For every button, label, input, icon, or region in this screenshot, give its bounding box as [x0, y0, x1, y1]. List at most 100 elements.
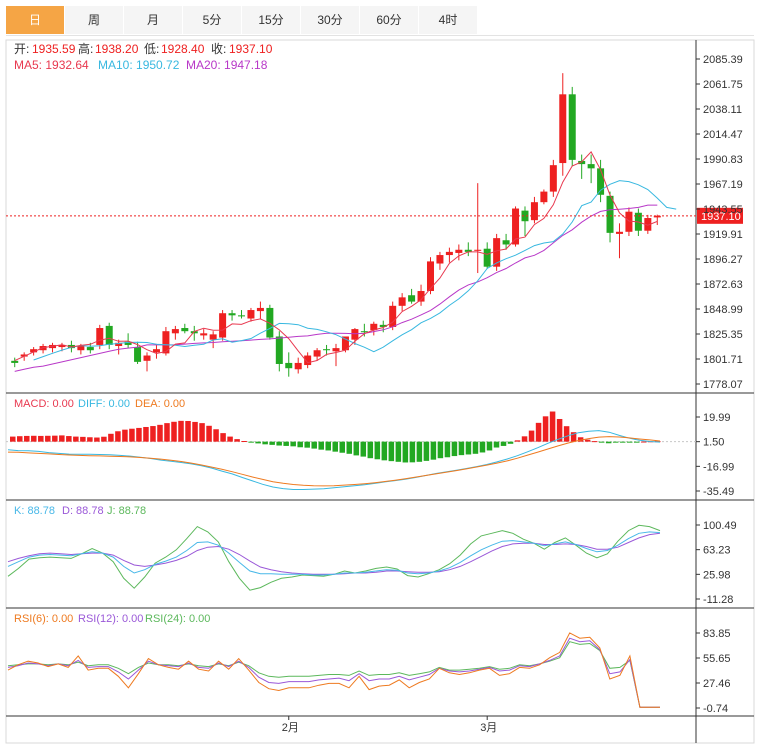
candle-body — [134, 347, 142, 362]
candlestick-panel: 1937.10 — [6, 73, 743, 377]
rsi12-legend: RSI(12): 0.00 — [78, 613, 143, 625]
y-tick-label: 83.85 — [703, 628, 731, 640]
candle-body — [285, 362, 293, 369]
candle-body — [625, 211, 633, 232]
y-tick-label: 63.23 — [703, 545, 731, 557]
tab-month[interactable]: 月 — [124, 6, 183, 34]
macd-bar — [346, 441, 353, 454]
y-tick-label: -0.74 — [703, 703, 728, 715]
dea-line — [7, 436, 661, 487]
ma10-line — [33, 180, 677, 361]
candle-body — [20, 354, 28, 357]
candle-body — [597, 168, 605, 195]
ma10-legend: MA10: 1950.72 — [98, 58, 180, 72]
y-tick-label: 1.50 — [703, 437, 724, 449]
macd-bar — [73, 436, 79, 442]
high-value: 1938.20 — [95, 42, 139, 56]
dea-legend: DEA: 0.00 — [135, 398, 185, 410]
macd-bar — [556, 418, 563, 442]
candle-body — [370, 323, 378, 331]
tab-60min[interactable]: 60分 — [360, 6, 419, 34]
tab-5min[interactable]: 5分 — [183, 6, 242, 34]
macd-bar — [521, 436, 528, 442]
macd-bar — [115, 431, 121, 442]
candle-body — [143, 355, 151, 361]
rsi-panel — [7, 632, 660, 708]
macd-bar — [542, 416, 549, 442]
macd-bar — [584, 439, 591, 442]
open-label: 开: — [14, 42, 29, 56]
candle-body — [209, 334, 217, 340]
macd-bar — [633, 441, 640, 443]
macd-bar — [619, 441, 626, 443]
macd-bar — [220, 433, 226, 442]
macd-bar — [339, 441, 346, 453]
candle-body — [445, 251, 453, 256]
macd-bar — [437, 441, 444, 459]
macd-bar — [535, 422, 542, 442]
tab-30min[interactable]: 30分 — [301, 6, 360, 34]
macd-bar — [332, 441, 339, 452]
y-tick-label: 1919.91 — [703, 229, 743, 241]
macd-bar — [262, 441, 268, 445]
macd-bar — [549, 411, 556, 442]
low-value: 1928.40 — [161, 42, 205, 56]
tab-4hour[interactable]: 4时 — [419, 6, 478, 34]
y-tick-label: 1801.71 — [703, 354, 743, 366]
macd-bar — [45, 435, 51, 442]
ma20-legend: MA20: 1947.18 — [186, 58, 268, 72]
y-tick-label: 1778.07 — [703, 379, 743, 391]
candle-body — [219, 313, 227, 338]
macd-bar — [444, 441, 451, 458]
candle-body — [294, 362, 302, 370]
tab-day[interactable]: 日 — [6, 6, 65, 34]
macd-bar — [514, 440, 521, 442]
candle-body — [86, 347, 94, 351]
candle-body — [615, 231, 623, 234]
y-tick-label: 27.46 — [703, 678, 731, 690]
candle-body — [190, 331, 198, 334]
candle-body — [323, 349, 331, 351]
candle-body — [256, 307, 264, 312]
macd-bar — [241, 440, 247, 442]
macd-bar — [500, 441, 507, 446]
candle-body — [549, 165, 557, 192]
macd-bar — [122, 429, 128, 442]
y-tick-label: 1967.19 — [703, 179, 743, 191]
d-legend: D: 88.78 — [62, 505, 104, 517]
last-price-label: 1937.10 — [701, 211, 741, 223]
y-tick-label: 19.99 — [703, 412, 731, 424]
j-legend: J: 88.78 — [107, 505, 146, 517]
candle-body — [493, 238, 501, 267]
candle-body — [115, 342, 123, 347]
macd-bar — [591, 441, 598, 443]
candle-body — [181, 328, 189, 332]
tab-week[interactable]: 周 — [65, 6, 124, 34]
macd-bar — [563, 426, 570, 442]
candle-body — [360, 331, 368, 333]
candle-body — [568, 94, 576, 160]
ma20-line — [14, 204, 658, 372]
macd-bar — [10, 436, 16, 442]
macd-bar — [234, 439, 240, 442]
macd-bar — [185, 420, 191, 442]
macd-bar — [311, 441, 317, 449]
candle-body — [474, 249, 482, 251]
candle-body — [512, 208, 520, 245]
rsi6-legend: RSI(6): 0.00 — [14, 613, 73, 625]
candle-body — [351, 329, 359, 340]
y-tick-label: 2038.11 — [703, 104, 742, 116]
tab-15min[interactable]: 15分 — [242, 6, 301, 34]
candle-body — [238, 315, 246, 317]
chart-frame — [5, 39, 755, 744]
macd-bar — [479, 441, 486, 453]
macd-bar — [360, 441, 367, 457]
macd-bar — [486, 441, 493, 451]
macd-bar — [353, 441, 360, 456]
macd-bar — [101, 436, 107, 442]
y-tick-label: 100.49 — [703, 520, 737, 532]
y-tick-label: 1825.35 — [703, 329, 743, 341]
candle-body — [152, 349, 160, 353]
macd-bar — [577, 437, 584, 442]
